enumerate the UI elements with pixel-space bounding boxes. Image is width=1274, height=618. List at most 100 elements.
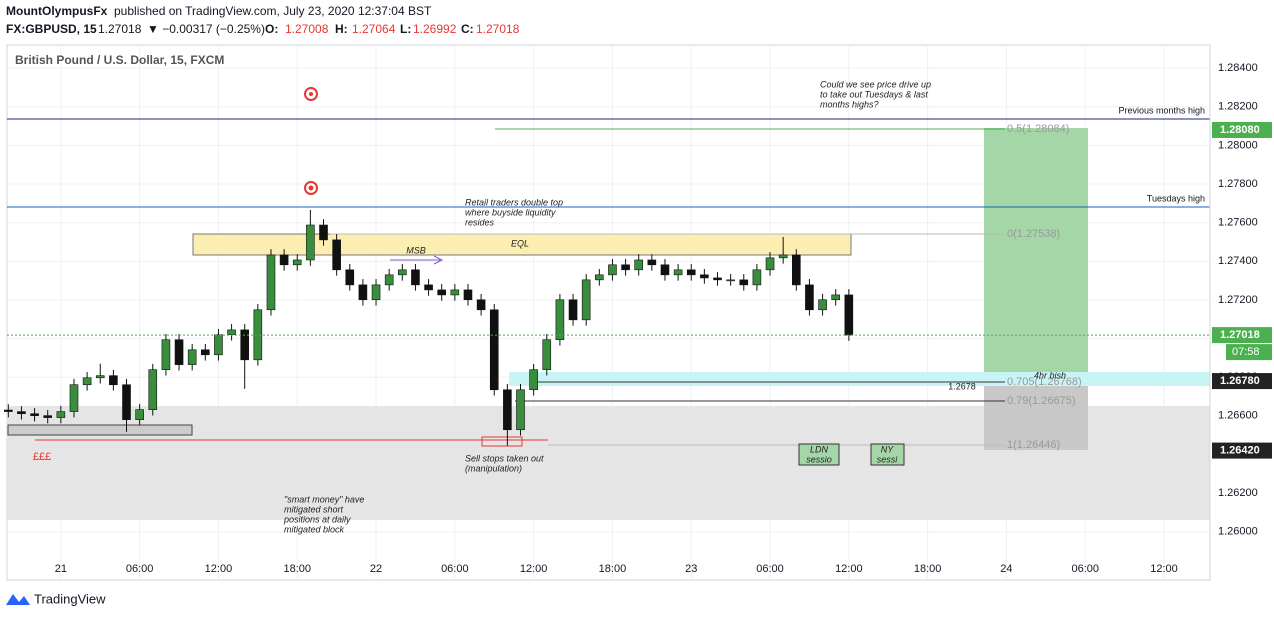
x-tick-label: 12:00 — [205, 563, 233, 575]
msb-arrow-head — [433, 255, 444, 265]
fib-label: 0(1.27538) — [1007, 228, 1060, 240]
low-label: L: — [400, 22, 411, 36]
candle-body — [69, 384, 79, 412]
x-tick-label: 06:00 — [441, 563, 469, 575]
candle-body — [673, 269, 683, 276]
annotation: sessio — [806, 454, 832, 464]
candle-body — [371, 284, 381, 301]
fib-label: 0.705(1.26768) — [1007, 376, 1082, 388]
candle-body — [214, 334, 223, 356]
candle-body — [542, 339, 552, 370]
x-tick-label: 06:00 — [126, 563, 154, 575]
low-value: 1.26992 — [413, 22, 457, 36]
candle-body — [332, 239, 341, 271]
candle-body — [765, 257, 775, 271]
y-tick-label: 1.27400 — [1218, 255, 1258, 267]
candle-body — [686, 269, 696, 276]
candle-body — [831, 294, 841, 301]
candle-body — [792, 254, 801, 286]
annotation: Sell stops taken out — [465, 453, 544, 463]
y-tick-label: 1.28200 — [1218, 101, 1258, 113]
annotation: mitigated short — [284, 504, 344, 514]
candle-body — [595, 274, 604, 281]
x-tick-label: 06:00 — [1071, 563, 1099, 575]
candle-body — [660, 264, 670, 276]
candle-body — [253, 309, 263, 361]
candle-body — [568, 299, 578, 321]
y-tick-label: 1.27200 — [1218, 294, 1258, 306]
chart-title: British Pound / U.S. Dollar, 15, FXCM — [15, 53, 224, 67]
candle-body — [844, 294, 854, 336]
candle-body — [634, 259, 644, 271]
fib-label: 0.5(1.28084) — [1007, 123, 1069, 135]
candle-body — [463, 289, 473, 301]
candle-body — [805, 284, 814, 311]
candle-body — [4, 409, 13, 412]
annotation: NY — [881, 444, 894, 454]
candle-body — [30, 413, 39, 416]
candle-body — [529, 369, 538, 391]
y-tick-label: 1.28400 — [1218, 62, 1258, 74]
candle-body — [319, 224, 328, 241]
close-value: 1.27018 — [476, 22, 520, 36]
annotation: where buyside liquidity — [465, 207, 556, 217]
candle-body — [109, 375, 118, 386]
level-label: Tuesdays high — [1147, 193, 1205, 203]
candle-body — [17, 411, 26, 415]
candle-body — [739, 279, 749, 286]
candle-body — [227, 329, 236, 336]
candle-body — [82, 377, 92, 386]
annotation: Could we see price drive up — [820, 79, 931, 89]
candle-body — [489, 309, 499, 391]
candle-body — [306, 224, 315, 261]
close-label: C: — [461, 22, 474, 36]
candle-body — [450, 289, 460, 296]
candle-body — [476, 299, 486, 311]
target-icon — [308, 185, 314, 191]
candle-body — [778, 254, 788, 259]
countdown: 07:58 — [1232, 346, 1260, 358]
published: published on TradingView.com, July 23, 2… — [114, 4, 432, 18]
fib-label: 0.79(1.26675) — [1007, 395, 1076, 407]
price-tag — [1212, 373, 1272, 390]
y-tick-label: 1.26200 — [1218, 487, 1258, 499]
eye-icon — [304, 87, 318, 101]
x-tick-label: 22 — [370, 563, 382, 575]
price-tag — [1212, 327, 1272, 344]
candle-body — [148, 369, 158, 410]
session-box — [798, 443, 840, 466]
symbol: FX:GBPUSD, 15 — [6, 22, 97, 36]
y-tick-label: 1.27600 — [1218, 217, 1258, 229]
x-tick-label: 23 — [685, 563, 697, 575]
high-value: 1.27064 — [352, 22, 396, 36]
price-tag-label: 1.28080 — [1220, 124, 1260, 136]
fib-label: 1(1.26446) — [1007, 439, 1060, 451]
annotation: "smart money" have — [284, 494, 364, 504]
candle-body — [752, 269, 762, 286]
candle-body — [398, 269, 407, 276]
candle-body — [279, 254, 289, 266]
target-icon — [304, 181, 318, 195]
y-tick-label: 1.26000 — [1218, 526, 1258, 538]
candle-body — [174, 339, 184, 365]
candle-body — [647, 259, 657, 266]
candle-body — [358, 284, 368, 301]
candle-body — [384, 274, 394, 286]
annotation: positions at daily — [283, 514, 351, 524]
price-tag-label: 1.26780 — [1220, 375, 1260, 387]
candle-body — [187, 349, 197, 365]
y-tick-label: 1.26600 — [1218, 410, 1258, 422]
eye-icon — [309, 92, 313, 96]
candle-body — [201, 349, 210, 356]
x-tick-label: 12:00 — [835, 563, 863, 575]
candle-body — [56, 411, 66, 418]
candle-body — [608, 264, 617, 276]
y-tick-label: 1.27800 — [1218, 178, 1258, 190]
candle-body — [240, 329, 250, 361]
candle-body — [503, 389, 512, 431]
candle-body — [95, 375, 105, 379]
level-label: Previous months high — [1118, 105, 1205, 115]
candle-body — [345, 269, 355, 286]
